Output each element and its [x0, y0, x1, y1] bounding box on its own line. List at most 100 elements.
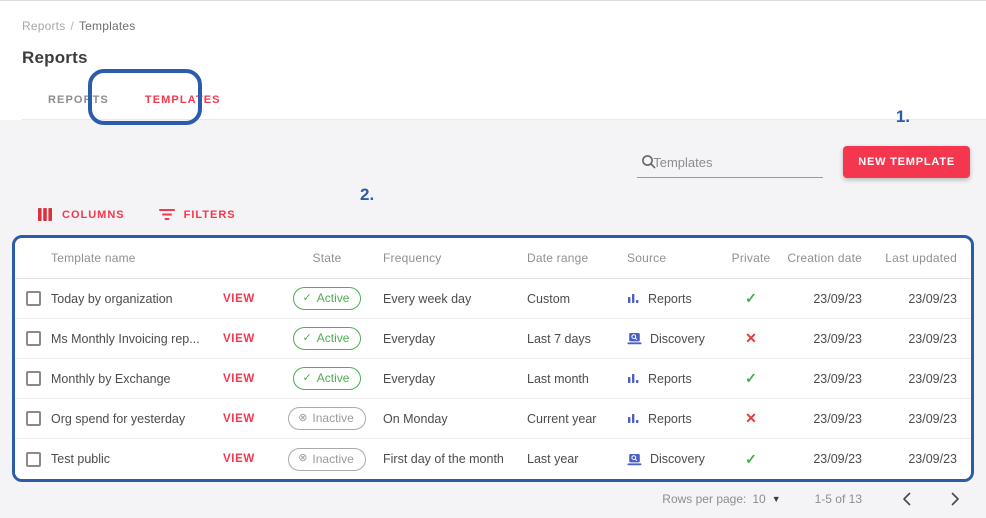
private-mark: ✓ [745, 450, 757, 467]
view-link[interactable]: VIEW [223, 292, 255, 305]
state-badge: ⊗ Inactive [288, 447, 366, 471]
frequency-cell: On Monday [383, 411, 448, 426]
row-checkbox[interactable] [25, 331, 41, 346]
laptop-magnifier-icon [627, 453, 642, 465]
new-template-button[interactable]: NEW TEMPLATE [843, 146, 970, 178]
breadcrumb-separator: / [70, 19, 74, 33]
table-body: Today by organization VIEW ✓ Active Ever… [15, 279, 971, 479]
last-updated-cell: 23/09/23 [908, 411, 957, 426]
last-updated-cell: 23/09/23 [908, 291, 957, 306]
columns-button[interactable]: COLUMNS [38, 208, 125, 221]
state-icon: ⊗ [298, 452, 308, 464]
view-link[interactable]: VIEW [223, 332, 255, 345]
breadcrumb-reports[interactable]: Reports [22, 19, 66, 33]
frequency-cell: Everyday [383, 371, 436, 386]
col-last-updated: Last updated [885, 251, 957, 265]
frequency-cell: First day of the month [383, 452, 504, 466]
rows-per-page-value[interactable]: 10 [752, 492, 766, 506]
state-icon: ✓ [302, 331, 312, 344]
view-link[interactable]: VIEW [223, 372, 255, 385]
private-mark: ✕ [745, 330, 757, 346]
private-mark: ✓ [745, 290, 757, 306]
date-range-cell: Current year [527, 411, 597, 426]
table-header: Template name State Frequency Date range… [15, 238, 971, 279]
state-label: Inactive [312, 411, 354, 425]
last-updated-cell: 23/09/23 [908, 371, 957, 386]
template-name: Org spend for yesterday [51, 411, 186, 426]
creation-date-cell: 23/09/23 [813, 452, 862, 466]
source-label: Reports [648, 411, 692, 426]
source-label: Discovery [650, 452, 705, 466]
state-badge: ✓ Active [292, 287, 362, 310]
row-checkbox[interactable] [25, 451, 41, 467]
laptop-magnifier-icon [627, 333, 642, 345]
templates-table: Template name State Frequency Date range… [12, 235, 974, 482]
private-mark: ✓ [745, 370, 757, 386]
state-badge: ⊗ Inactive [288, 407, 366, 430]
row-checkbox[interactable] [25, 411, 41, 426]
date-range-cell: Custom [527, 291, 571, 306]
pager-controls [896, 492, 960, 506]
row-checkbox[interactable] [25, 371, 41, 386]
source-label: Reports [648, 371, 692, 386]
source-cell: Reports [627, 292, 721, 306]
filters-button[interactable]: FILTERS [158, 208, 236, 221]
col-template-name: Template name [51, 251, 136, 265]
bar-chart-icon [628, 414, 639, 423]
state-icon: ✓ [302, 291, 312, 304]
tab-templates-label: TEMPLATES [144, 94, 221, 106]
state-icon: ✓ [302, 371, 312, 384]
state-badge: ✓ Active [292, 367, 362, 390]
filters-label: FILTERS [183, 208, 236, 221]
filters-icon [158, 209, 175, 220]
source-cell: Discovery [627, 332, 721, 346]
view-link[interactable]: VIEW [223, 412, 255, 425]
source-cell: Reports [627, 412, 721, 426]
template-name: Test public [51, 452, 111, 466]
col-creation-date: Creation date [787, 251, 862, 265]
frequency-cell: Every week day [383, 291, 472, 306]
chevron-right-icon [951, 492, 959, 506]
state-label: Active [316, 331, 350, 345]
source-cell: Discovery [627, 452, 721, 466]
state-label: Inactive [312, 451, 354, 466]
rows-per-page: Rows per page: 10 ▼ [662, 492, 780, 506]
tab-templates[interactable]: TEMPLATES [127, 84, 239, 124]
columns-label: COLUMNS [62, 208, 125, 221]
creation-date-cell: 23/09/23 [813, 291, 862, 306]
next-page-button[interactable] [951, 492, 960, 506]
breadcrumb: Reports / Templates [22, 19, 986, 33]
frequency-cell: Everyday [383, 331, 436, 346]
annotation-step-1: 1. [895, 107, 910, 126]
pagination: Rows per page: 10 ▼ 1-5 of 13 [0, 482, 986, 506]
row-checkbox[interactable] [25, 291, 41, 306]
col-frequency: Frequency [383, 251, 442, 265]
page-range: 1-5 of 13 [814, 492, 862, 506]
page-header: Reports / Templates Reports REPORTS TEMPLA… [0, 1, 986, 124]
date-range-cell: Last year [527, 452, 579, 466]
creation-date-cell: 23/09/23 [813, 411, 862, 426]
page-title: Reports [22, 48, 88, 67]
list-toolbar: COLUMNS FILTERS [0, 178, 986, 221]
date-range-cell: Last month [527, 371, 589, 386]
bar-chart-icon [628, 374, 639, 383]
breadcrumb-templates: Templates [78, 19, 136, 33]
annotation-step-2: 2. [360, 185, 375, 204]
columns-icon [38, 208, 52, 221]
source-label: Reports [648, 291, 692, 306]
table-row: Test public VIEW ⊗ Inactive First day of… [15, 439, 971, 479]
last-updated-cell: 23/09/23 [908, 452, 957, 466]
creation-date-cell: 23/09/23 [813, 371, 862, 386]
state-icon: ⊗ [298, 411, 308, 424]
view-link[interactable]: VIEW [223, 453, 255, 465]
private-mark: ✕ [745, 410, 757, 426]
prev-page-button[interactable] [902, 492, 911, 506]
search-field[interactable] [637, 149, 824, 178]
caret-down-icon[interactable]: ▼ [771, 494, 781, 504]
search-input[interactable] [653, 154, 822, 170]
last-updated-cell: 23/09/23 [908, 331, 957, 346]
tab-reports[interactable]: REPORTS [48, 94, 109, 106]
table-row: Monthly by Exchange VIEW ✓ Active Everyd… [15, 359, 971, 399]
tab-bar: REPORTS TEMPLATES [22, 84, 986, 124]
